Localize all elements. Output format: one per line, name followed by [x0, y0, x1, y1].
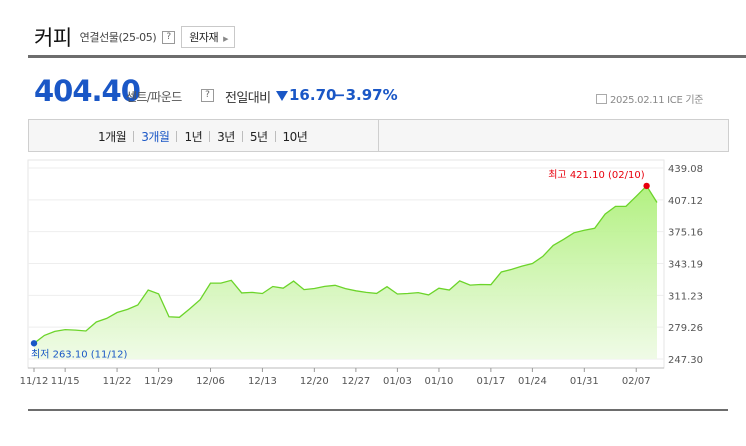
quote-date-info: 2025.02.11 ICE 기준 [596, 91, 703, 106]
y-tick-label: 247.30 [668, 355, 703, 366]
header-divider [28, 55, 746, 58]
tab-1개월[interactable]: 1개월 [98, 130, 127, 144]
price-line [33, 184, 658, 344]
y-tick-label: 279.26 [668, 323, 703, 334]
x-tick-label: 12/06 [196, 376, 225, 387]
tab-1년[interactable]: 1년 [184, 130, 203, 144]
x-tick-label: 01/10 [425, 376, 454, 387]
y-tick-label: 407.12 [668, 196, 703, 207]
y-tick-label: 311.23 [668, 291, 703, 302]
x-tick-label: 12/13 [248, 376, 277, 387]
down-triangle-icon [276, 91, 288, 101]
page-header: 커피 연결선물(25-05) ? 원자재 ▶ [34, 22, 236, 52]
current-price: 404.40 [34, 74, 141, 108]
tab-separator [133, 131, 135, 142]
tab-3개월[interactable]: 3개월 [141, 130, 170, 144]
unit-help-icon[interactable]: ? [201, 89, 214, 102]
low-label: 최저 263.10 (11/12) [31, 348, 127, 360]
x-tick-label: 01/24 [518, 376, 547, 387]
tab-bar-divider [378, 120, 379, 151]
high-marker [643, 182, 650, 190]
price-change-percent: −3.97% [333, 86, 398, 104]
quote-date: 2025.02.11 [610, 95, 665, 106]
x-tick-label: 11/22 [103, 376, 132, 387]
tab-separator [209, 131, 211, 142]
quote-source: ICE 기준 [667, 95, 704, 106]
x-tick-label: 01/03 [383, 376, 412, 387]
y-tick-label: 343.19 [668, 260, 703, 271]
x-tick-label: 11/29 [144, 376, 173, 387]
x-tick-label: 01/17 [476, 376, 505, 387]
period-tabs: 1개월 3개월 1년 3년 5년 10년 [98, 128, 308, 145]
help-icon[interactable]: ? [162, 30, 176, 44]
chart-bottom-divider [28, 409, 728, 411]
high-label: 최고 421.10 (02/10) [548, 169, 644, 181]
price-area [34, 185, 657, 359]
x-tick-label: 01/31 [570, 376, 599, 387]
tab-3년[interactable]: 3년 [217, 130, 235, 144]
tab-separator [176, 131, 178, 142]
y-tick-label: 375.16 [668, 228, 703, 239]
period-tab-bar: 1개월 3개월 1년 3년 5년 10년 [28, 119, 729, 152]
contract-subtitle: 연결선물(25-05) [79, 31, 157, 44]
low-marker [30, 340, 38, 347]
chevron-right-icon: ▶ [223, 35, 229, 43]
x-tick-label: 11/15 [51, 376, 80, 387]
tab-separator [241, 131, 243, 142]
tab-5년[interactable]: 5년 [249, 130, 268, 144]
price-unit: 센트/파운드 [126, 90, 182, 104]
x-tick-label: 12/20 [300, 376, 329, 387]
raw-materials-label: 원자재 [189, 31, 219, 44]
tab-10년[interactable]: 10년 [282, 130, 308, 144]
change-label: 전일대비 [225, 91, 271, 106]
x-tick-label: 12/27 [341, 376, 370, 387]
page-title: 커피 [34, 26, 72, 50]
y-tick-label: 439.08 [668, 164, 703, 175]
price-change: 16.70 [289, 86, 337, 104]
x-tick-label: 02/07 [622, 376, 651, 387]
raw-materials-button[interactable]: 원자재 ▶ [181, 26, 236, 48]
tab-separator [274, 131, 276, 142]
x-tick-label: 11/12 [20, 376, 49, 387]
calendar-icon [596, 94, 607, 104]
